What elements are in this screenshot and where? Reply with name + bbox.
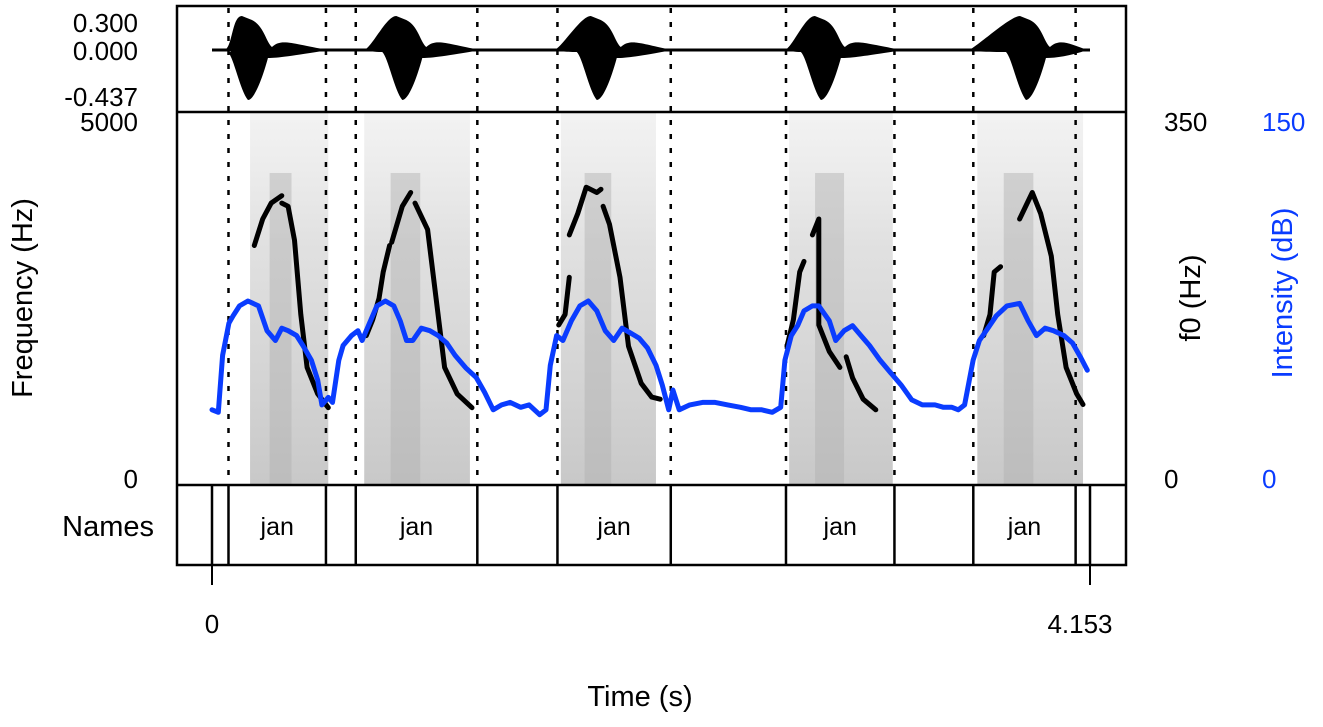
waveform-tick-zero: 0.000: [73, 36, 138, 66]
spectrogram-image: [250, 113, 1084, 484]
spectrogram-voiced-band: [250, 113, 329, 484]
x-tick-label-end: 4.153: [1047, 609, 1112, 639]
spectrogram-voiced-band: [364, 113, 470, 484]
f0-segment: [981, 264, 1004, 339]
tier-interval-label: jan: [823, 513, 857, 541]
intensity-curve: [209, 298, 1090, 418]
frequency-tick-top: 5000: [80, 107, 138, 137]
f0-segment: [843, 354, 879, 413]
f0-segment: [251, 193, 285, 248]
x-axis-label: Time (s): [587, 681, 692, 713]
waveform-plot: [212, 16, 1090, 100]
spectrogram-voiced-band: [977, 113, 1084, 484]
plot-frames: [175, 4, 1128, 567]
tier-interval-label: jan: [1007, 513, 1041, 541]
spectrogram-energy: [1003, 173, 1034, 484]
tier-interval-label: jan: [260, 513, 294, 541]
f0-segment: [809, 216, 843, 370]
f0-segment: [600, 203, 663, 402]
f0-segment: [566, 184, 604, 238]
waveform-burst: [968, 16, 1088, 100]
waveform-tick-top: 0.300: [73, 8, 138, 38]
outer-frame: [175, 4, 1128, 567]
f0-segment: [389, 190, 414, 245]
intensity-tick-bottom: 0: [1262, 464, 1276, 494]
tier-interval-labels: jan jan jan jan jan: [260, 513, 1042, 541]
f0-curve: [251, 184, 1086, 413]
f0-segment: [412, 200, 475, 411]
intensity-line: [209, 298, 1090, 418]
waveform-burst: [224, 16, 329, 100]
tier-name-label: Names: [62, 511, 154, 543]
spectrogram-voiced-band: [789, 113, 893, 484]
x-tick-label-start: 0: [205, 609, 219, 639]
frequency-axis-label: Frequency (Hz): [7, 198, 39, 398]
waveform-burst: [554, 16, 673, 100]
tier-interval-label: jan: [399, 513, 433, 541]
frequency-tick-bottom: 0: [124, 464, 138, 494]
x-axis-ticks: [211, 565, 1091, 585]
f0-tick-bottom: 0: [1164, 464, 1178, 494]
spectrogram-voiced-band: [560, 113, 656, 484]
f0-segment: [1017, 190, 1086, 407]
f0-axis-label: f0 (Hz): [1175, 255, 1207, 342]
waveform-burst: [784, 16, 904, 100]
tier-interval-label: jan: [596, 513, 630, 541]
intensity-axis-label: Intensity (dB): [1267, 208, 1299, 379]
tier-boundaries: [210, 485, 1092, 565]
waveform-tick-bottom: -0.437: [64, 82, 138, 112]
intensity-tick-top: 150: [1262, 107, 1305, 137]
waveform-burst: [364, 16, 481, 100]
f0-tick-top: 350: [1164, 107, 1207, 137]
f0-segment: [556, 274, 572, 328]
spectrogram-energy: [390, 173, 421, 484]
